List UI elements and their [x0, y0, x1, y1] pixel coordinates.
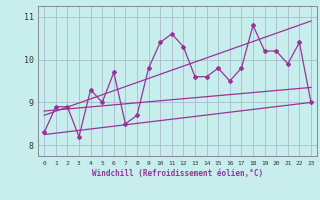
- X-axis label: Windchill (Refroidissement éolien,°C): Windchill (Refroidissement éolien,°C): [92, 169, 263, 178]
